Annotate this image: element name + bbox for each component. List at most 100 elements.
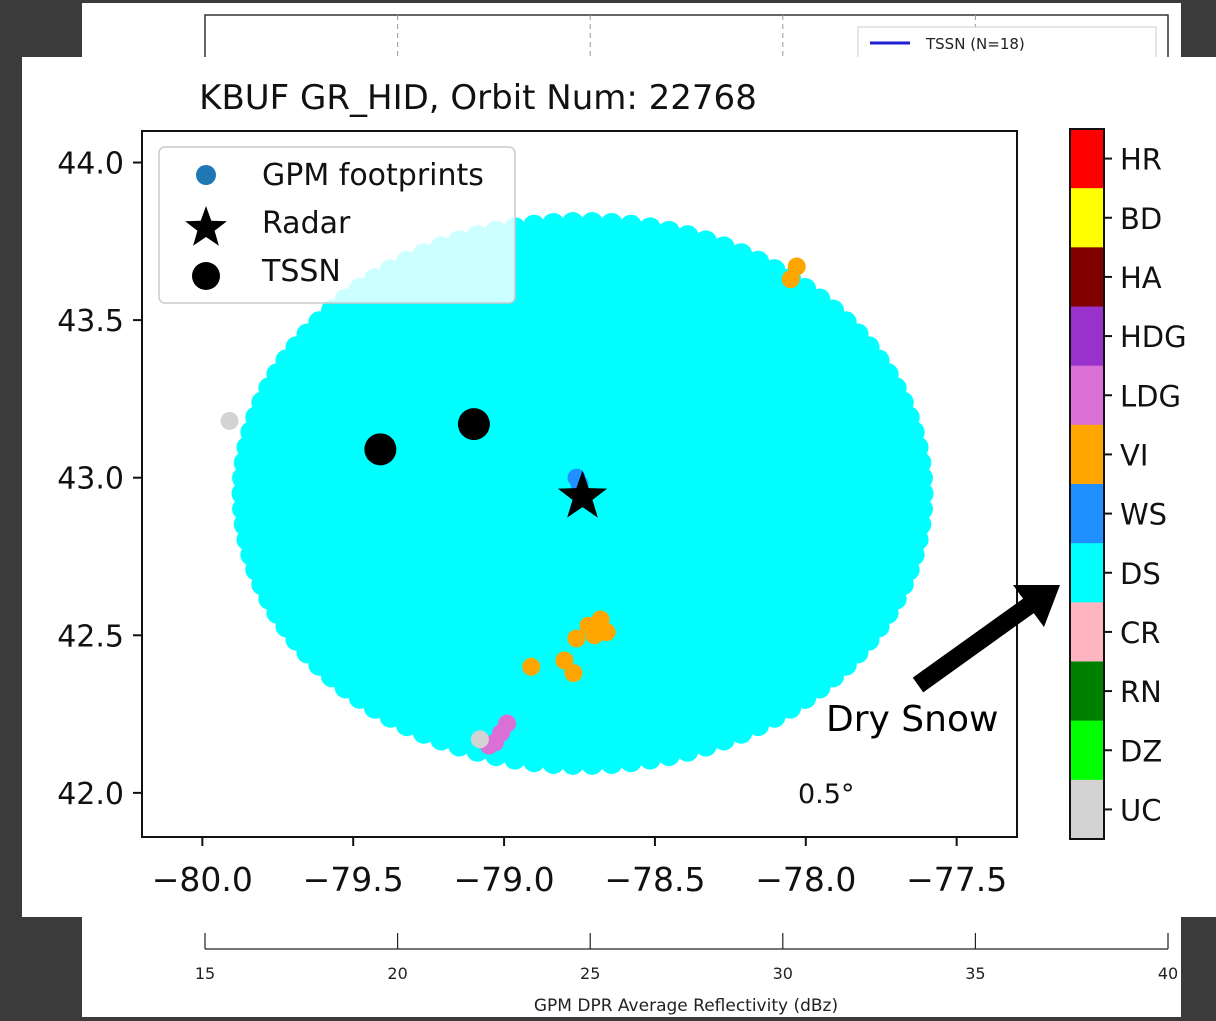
background-x-tick-label: 25 — [580, 964, 600, 983]
colorbar-label-hdg: HDG — [1120, 320, 1187, 354]
x-tick-label: −79.0 — [453, 860, 554, 899]
colorbar-label-ds: DS — [1120, 557, 1161, 591]
plot-area — [220, 212, 934, 775]
footprint-edge-dot — [694, 230, 717, 253]
elevation-annotation: 0.5° — [798, 779, 854, 810]
footprint-edge-dot — [712, 728, 735, 751]
y-axis-ticks: 44.0 43.5 43.0 42.5 42.0 — [57, 147, 142, 812]
x-tick-label: −79.5 — [303, 860, 404, 899]
footprint-edge-dot — [619, 214, 642, 237]
footprint-edge-dot — [561, 212, 584, 235]
colorbar-segment-bd — [1070, 188, 1104, 248]
colorbar-segment-vi — [1070, 424, 1104, 485]
footprint-edge-dot — [747, 714, 770, 737]
footprint-edge-dot — [412, 721, 435, 744]
footprint-edge-dot — [561, 752, 584, 775]
tssn-point — [364, 433, 397, 466]
colorbar-label-ws: WS — [1120, 498, 1167, 532]
foreground-figure: KBUF GR_HID, Orbit Num: 22768 −80.0 −79.5… — [22, 57, 1216, 917]
radar-marker — [557, 470, 608, 518]
y-tick-label: 43.5 — [57, 304, 124, 339]
colorbar-label-hr: HR — [1120, 143, 1162, 177]
footprint-edge-dot — [600, 212, 623, 235]
footprint-edge-dot — [747, 250, 770, 273]
colorbar-label-rn: RN — [1120, 675, 1162, 709]
background-x-tick-label: 15 — [195, 964, 215, 983]
legend-gpm-marker — [196, 165, 216, 185]
plot-frame — [141, 130, 1018, 838]
callout-label: Dry Snow — [826, 699, 998, 740]
footprint-edge-dot — [503, 747, 526, 770]
colorbar-label-cr: CR — [1120, 616, 1160, 650]
hid-colorbar: HR BD HA HDG LDG VI WS DS CR RN DZ UC — [1069, 128, 1187, 840]
hid-map-chart: KBUF GR_HID, Orbit Num: 22768 −80.0 −79.5… — [57, 78, 1187, 899]
callout-arrow-head — [1013, 585, 1060, 627]
footprint-point-vi — [585, 626, 604, 645]
footprint-edge-dot — [581, 212, 604, 235]
footprint-edge-dot — [639, 217, 662, 240]
x-tick-label: −78.0 — [755, 860, 856, 899]
colorbar-segment-ds — [1070, 543, 1104, 603]
background-legend-label: TSSN (N=18) — [925, 35, 1025, 53]
footprint-edge-dot — [676, 739, 699, 762]
footprint-point-vi — [522, 657, 541, 676]
footprint-edge-dot — [430, 728, 453, 751]
footprint-edge-dot — [523, 750, 546, 773]
colorbar-frame — [1069, 128, 1105, 840]
colorbar-segment-cr — [1070, 602, 1104, 662]
footprint-edge-dot — [581, 752, 604, 775]
colorbar-segment-rn — [1070, 661, 1104, 722]
footprint-edge-dot — [730, 721, 753, 744]
footprint-point-uc — [220, 411, 239, 430]
x-axis-ticks: −80.0 −79.5 −79.0 −78.5 −78.0 −77.5 — [152, 837, 1007, 899]
footprint-edge-dot — [911, 482, 934, 505]
footprint-edge-dot — [231, 482, 254, 505]
colorbar-segment-hr — [1070, 129, 1104, 189]
footprint-edge-dot — [619, 750, 642, 773]
footprint-edge-dot — [763, 705, 786, 728]
footprint-point-vi — [781, 270, 800, 289]
footprint-point-vi — [564, 664, 583, 683]
colorbar-segment-uc — [1070, 779, 1104, 840]
colorbar-segment-hdg — [1070, 306, 1104, 367]
legend: GPM footprints Radar TSSN — [158, 146, 516, 304]
tssn-point — [457, 408, 490, 441]
footprint-edge-dot — [657, 744, 680, 767]
footprint-edge-dot — [232, 497, 255, 520]
colorbar-label-ldg: LDG — [1120, 379, 1181, 413]
colorbar-label-uc: UC — [1120, 793, 1161, 827]
footprint-edge-dot — [542, 212, 565, 235]
background-x-tick-label: 40 — [1158, 964, 1178, 983]
footprint-point-vi — [555, 651, 574, 670]
y-tick-label: 43.0 — [57, 462, 124, 497]
background-x-tick-label: 35 — [965, 964, 985, 983]
background-x-axis-label: GPM DPR Average Reflectivity (dBz) — [534, 996, 838, 1016]
background-x-ticks: 15 20 25 30 35 40 — [195, 933, 1178, 983]
x-tick-label: −77.5 — [906, 860, 1007, 899]
colorbar-segment-ha — [1070, 247, 1104, 307]
colorbar-segment-dz — [1070, 720, 1104, 781]
background-legend: TSSN (N=18) — [857, 26, 1157, 62]
legend-radar-star-icon — [185, 206, 227, 246]
chart-title: KBUF GR_HID, Orbit Num: 22768 — [199, 78, 757, 118]
footprint-point-vi — [567, 629, 586, 648]
footprint-edge-dot — [910, 467, 933, 490]
legend-label-radar: Radar — [262, 206, 351, 241]
colorbar-label-vi: VI — [1120, 438, 1148, 472]
footprint-edge-dot — [657, 220, 680, 243]
footprint-edge-dot — [523, 214, 546, 237]
x-tick-label: −78.5 — [604, 860, 705, 899]
footprint-point-uc — [470, 730, 489, 749]
background-x-tick-label: 30 — [773, 964, 793, 983]
footprint-edge-dot — [676, 225, 699, 248]
y-tick-label: 42.5 — [57, 619, 124, 654]
colorbar-label-dz: DZ — [1120, 734, 1162, 768]
colorbar-label-ha: HA — [1120, 261, 1162, 295]
footprint-edge-dot — [395, 714, 418, 737]
y-tick-label: 42.0 — [57, 777, 124, 812]
footprint-edge-dot — [712, 236, 735, 259]
colorbar-label-bd: BD — [1120, 202, 1162, 236]
legend-label-gpm: GPM footprints — [262, 158, 484, 193]
legend-label-tssn: TSSN — [261, 254, 341, 289]
legend-box — [158, 146, 516, 304]
